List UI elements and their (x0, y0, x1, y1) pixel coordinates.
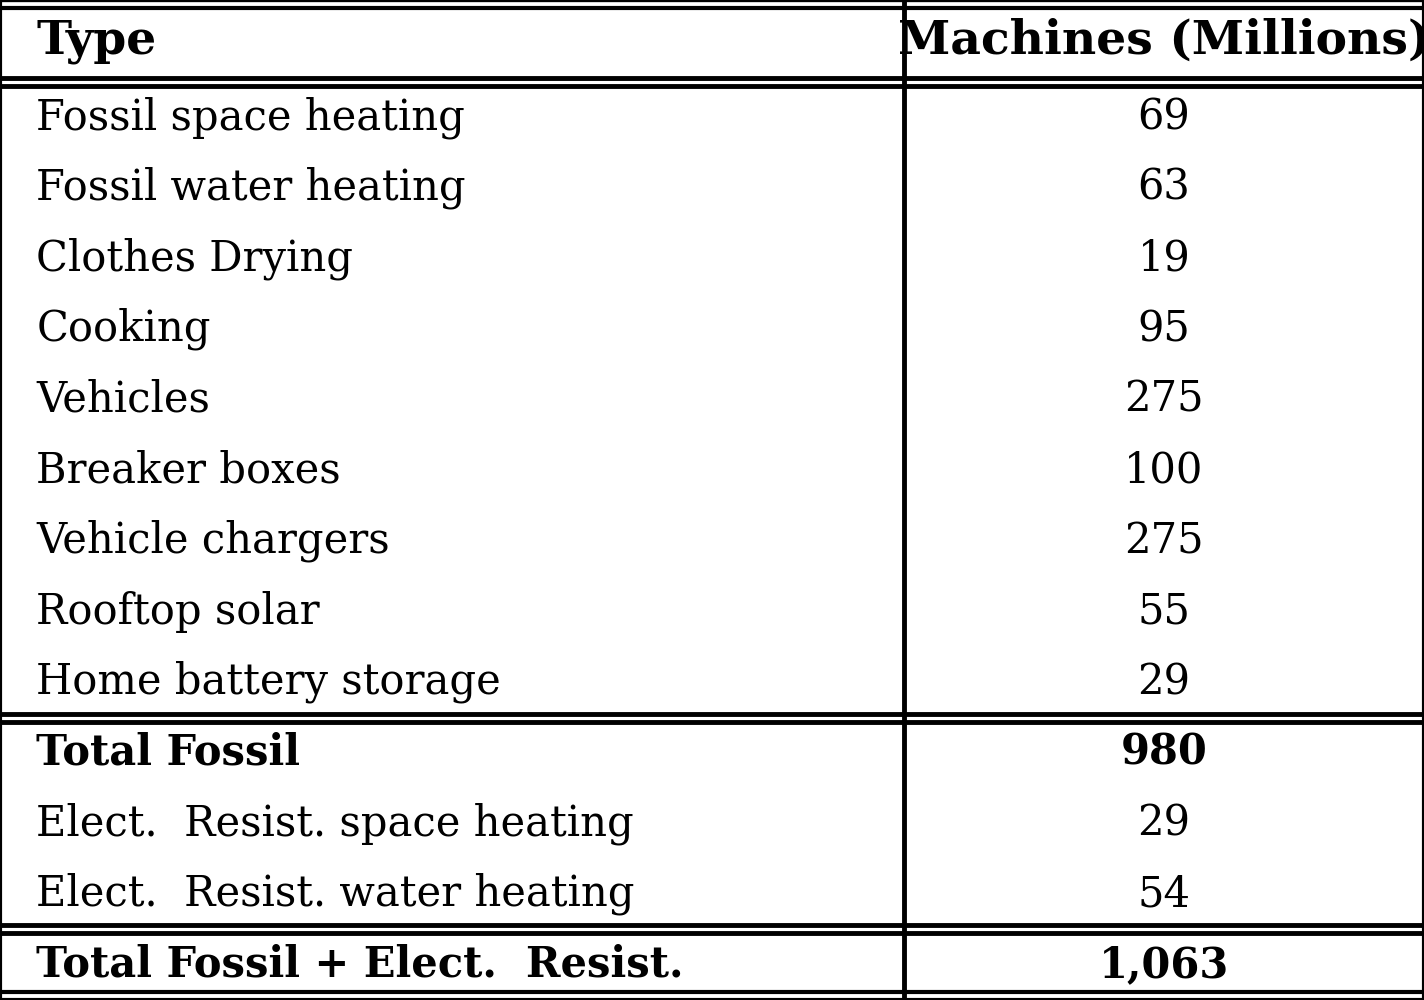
Text: 29: 29 (1138, 802, 1190, 844)
Text: Elect.  Resist. water heating: Elect. Resist. water heating (36, 873, 635, 915)
Text: 19: 19 (1138, 238, 1190, 280)
Text: Home battery storage: Home battery storage (36, 661, 501, 703)
Text: 1,063: 1,063 (1099, 944, 1229, 986)
Text: Breaker boxes: Breaker boxes (36, 449, 340, 491)
Text: Vehicle chargers: Vehicle chargers (36, 520, 390, 562)
Text: 69: 69 (1138, 96, 1190, 138)
Text: Fossil water heating: Fossil water heating (36, 167, 466, 209)
Text: Cooking: Cooking (36, 308, 211, 350)
Text: Type: Type (36, 18, 157, 64)
Text: Fossil space heating: Fossil space heating (36, 96, 466, 139)
Text: Machines (Millions): Machines (Millions) (899, 18, 1424, 64)
Text: 275: 275 (1125, 520, 1203, 562)
Text: 63: 63 (1138, 167, 1190, 209)
Text: 29: 29 (1138, 661, 1190, 703)
Text: 980: 980 (1121, 732, 1208, 774)
Text: Clothes Drying: Clothes Drying (36, 237, 353, 280)
Text: Rooftop solar: Rooftop solar (36, 591, 320, 633)
Text: Vehicles: Vehicles (36, 379, 211, 421)
Text: 275: 275 (1125, 379, 1203, 421)
Text: 54: 54 (1138, 873, 1190, 915)
Text: Total Fossil: Total Fossil (36, 732, 300, 774)
Text: Elect.  Resist. space heating: Elect. Resist. space heating (36, 802, 634, 845)
Text: 55: 55 (1138, 591, 1190, 633)
Text: Total Fossil + Elect.  Resist.: Total Fossil + Elect. Resist. (36, 944, 684, 986)
Text: 100: 100 (1125, 449, 1203, 491)
Text: 95: 95 (1138, 308, 1190, 350)
